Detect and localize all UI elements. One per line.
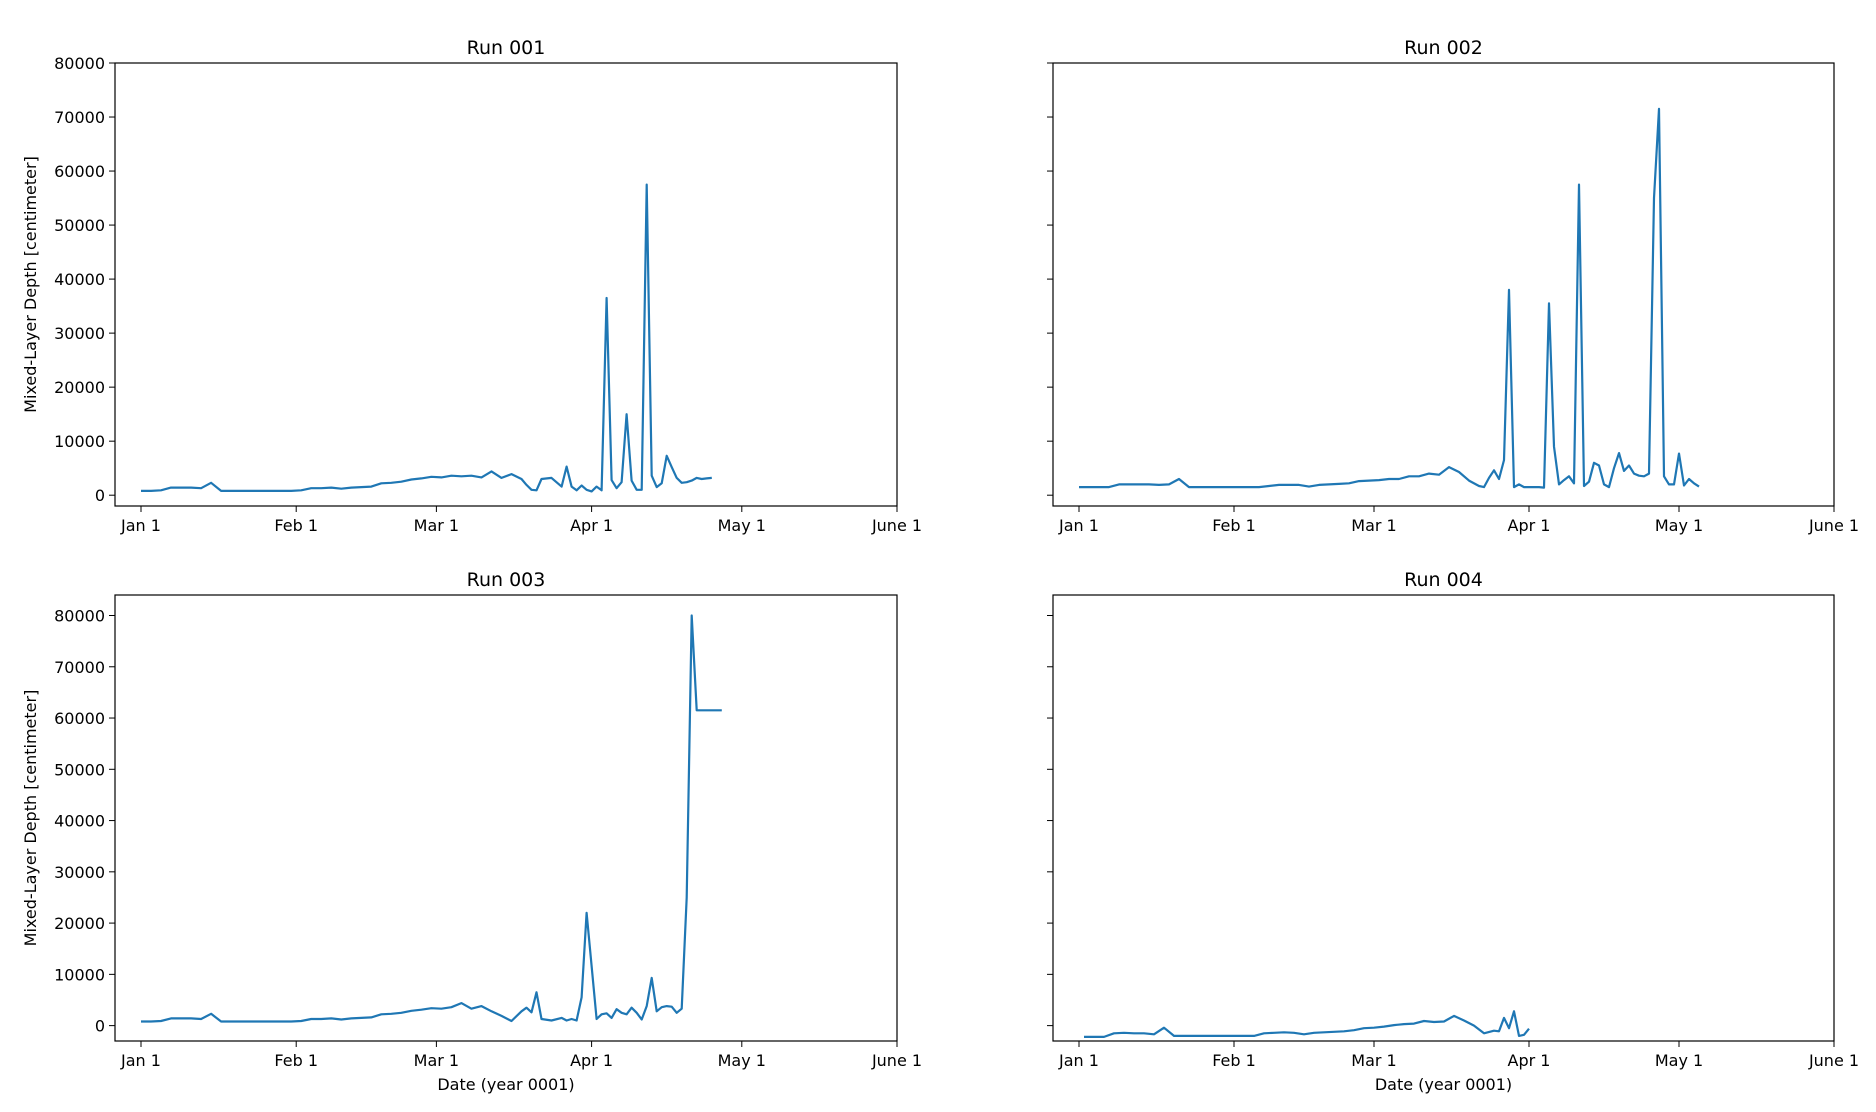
series-line [1084,1010,1530,1039]
x-tick-label: Feb 1 [1212,516,1256,535]
x-tick-label: Mar 1 [414,1051,459,1070]
y-tick-label: 20000 [54,914,105,933]
chart-title: Run 001 [467,37,546,59]
series-line [141,183,712,493]
axes-frame [1052,62,1835,507]
x-tick-label: Jan 1 [120,1051,161,1070]
y-tick-label: 50000 [54,760,105,779]
x-tick-label: Apr 1 [1508,516,1551,535]
panel-run-001: Run 001 0 10000 20000 30000 40000 50000 60000 70… [21,37,922,535]
x-tick-label: June 1 [871,516,922,535]
x-tick-label: May 1 [1655,516,1703,535]
y-tick-label: 60000 [54,709,105,728]
axes-frame [114,62,898,507]
x-tick-label: Jan 1 [1058,516,1099,535]
x-tick-label: May 1 [718,516,766,535]
x-tick-label: Mar 1 [414,516,459,535]
y-tick-label: 80000 [54,607,105,626]
x-tick-label: Mar 1 [1351,1051,1396,1070]
y-tick-label: 10000 [54,432,105,451]
x-tick-label: Jan 1 [1058,1051,1099,1070]
axes-frame [114,594,898,1042]
x-tick-label: Feb 1 [274,1051,318,1070]
x-tick-label: Jan 1 [120,516,161,535]
y-tick-label: 40000 [54,270,105,289]
x-tick-label: Feb 1 [274,516,318,535]
y-tick-label: 0 [95,486,105,505]
x-tick-label: June 1 [1808,516,1859,535]
x-tick-label: Mar 1 [1351,516,1396,535]
y-tick-label: 30000 [54,863,105,882]
x-tick-label: Apr 1 [1508,1051,1551,1070]
y-tick-label: 40000 [54,812,105,831]
x-axis-label: Date (year 0001) [437,1075,574,1094]
x-tick-label: Apr 1 [570,516,613,535]
x-axis-label: Date (year 0001) [1375,1075,1512,1094]
y-tick-label: 60000 [54,162,105,181]
y-tick-label: 20000 [54,378,105,397]
chart-title: Run 004 [1404,569,1483,591]
x-tick-label: June 1 [871,1051,922,1070]
panel-run-004: Run 004 Jan 1 Feb 1 Mar 1 Apr 1 May 1 June 1 Da… [1047,569,1859,1094]
x-tick-label: May 1 [1655,1051,1703,1070]
x-tick-label: Feb 1 [1212,1051,1256,1070]
series-line [1079,107,1700,489]
y-tick-label: 80000 [54,54,105,73]
y-tick-label: 0 [95,1017,105,1036]
x-tick-label: June 1 [1808,1051,1859,1070]
y-tick-label: 70000 [54,108,105,127]
x-tick-label: May 1 [718,1051,766,1070]
chart-title: Run 003 [467,569,546,591]
panel-run-003: Run 003 0 10000 20000 30000 40000 50000 60000 70… [21,569,922,1094]
axes-frame [1052,594,1835,1042]
y-tick-label: 30000 [54,324,105,343]
chart-title: Run 002 [1404,37,1483,59]
series-line [141,614,722,1023]
y-tick-label: 70000 [54,658,105,677]
y-tick-label: 10000 [54,965,105,984]
y-tick-label: 50000 [54,216,105,235]
panel-run-002: Run 002 Jan 1 Feb 1 Mar 1 Apr 1 May 1 June 1 [1047,37,1859,535]
y-axis-label: Mixed-Layer Depth [centimeter] [21,156,40,413]
x-tick-label: Apr 1 [570,1051,613,1070]
y-axis-label: Mixed-Layer Depth [centimeter] [21,690,40,947]
